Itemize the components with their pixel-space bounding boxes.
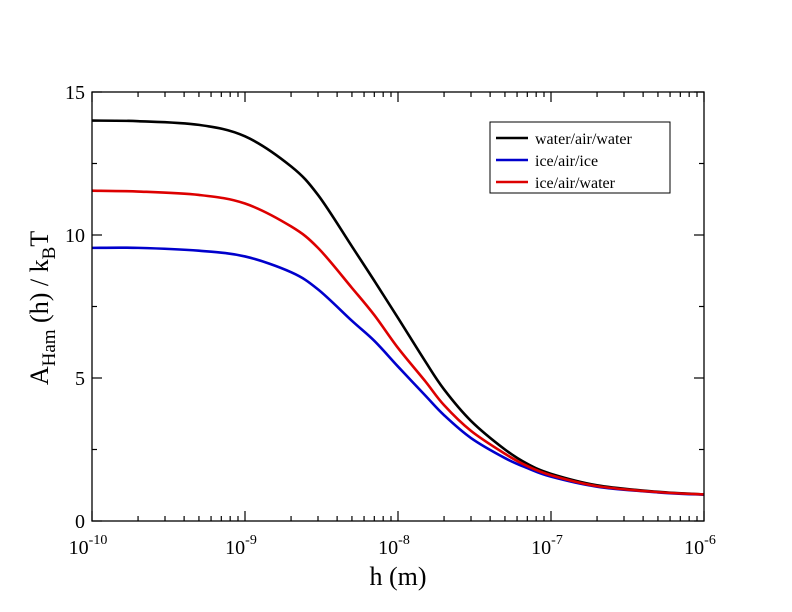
x-tick-label: 10-10 xyxy=(69,533,108,559)
series-line-ice-air-water xyxy=(91,189,705,496)
y-axis-title: AHam (h) / kBT xyxy=(25,231,60,385)
y-tick-label: 0 xyxy=(75,511,85,533)
y-tick-label: 5 xyxy=(75,368,85,390)
series-line-ice-air-ice xyxy=(91,246,705,496)
y-title-a: A xyxy=(25,366,54,385)
y-title-end: T xyxy=(25,231,54,247)
y-tick-label: 15 xyxy=(65,82,85,104)
x-axis-title: h (m) xyxy=(369,562,426,591)
legend-label-ice-air-water: ice/air/water xyxy=(535,175,616,192)
y-tick-label: 10 xyxy=(65,225,85,247)
x-tick-label: 10-6 xyxy=(684,533,716,559)
tick-labels: 0 5 10 15 10-10 10-9 10-8 10-7 10-6 xyxy=(65,82,716,559)
series-lines xyxy=(91,119,705,496)
x-tick-label: 10-8 xyxy=(378,533,410,559)
series-line-water-air-water xyxy=(91,119,705,496)
axis-ticks xyxy=(91,91,705,522)
legend-label-water-air-water: water/air/water xyxy=(535,131,633,148)
legend-label-ice-air-ice: ice/air/ice xyxy=(535,153,598,170)
x-tick-label: 10-9 xyxy=(225,533,257,559)
legend: water/air/water ice/air/ice ice/air/water xyxy=(489,121,671,194)
y-title-middle: (h) / k xyxy=(25,259,54,329)
y-title-k-sub: B xyxy=(39,247,60,260)
x-tick-label: 10-7 xyxy=(531,533,563,559)
y-title-a-sub: Ham xyxy=(39,329,60,366)
svg-text:AHam (h) / kBT: AHam (h) / kBT xyxy=(25,231,60,385)
